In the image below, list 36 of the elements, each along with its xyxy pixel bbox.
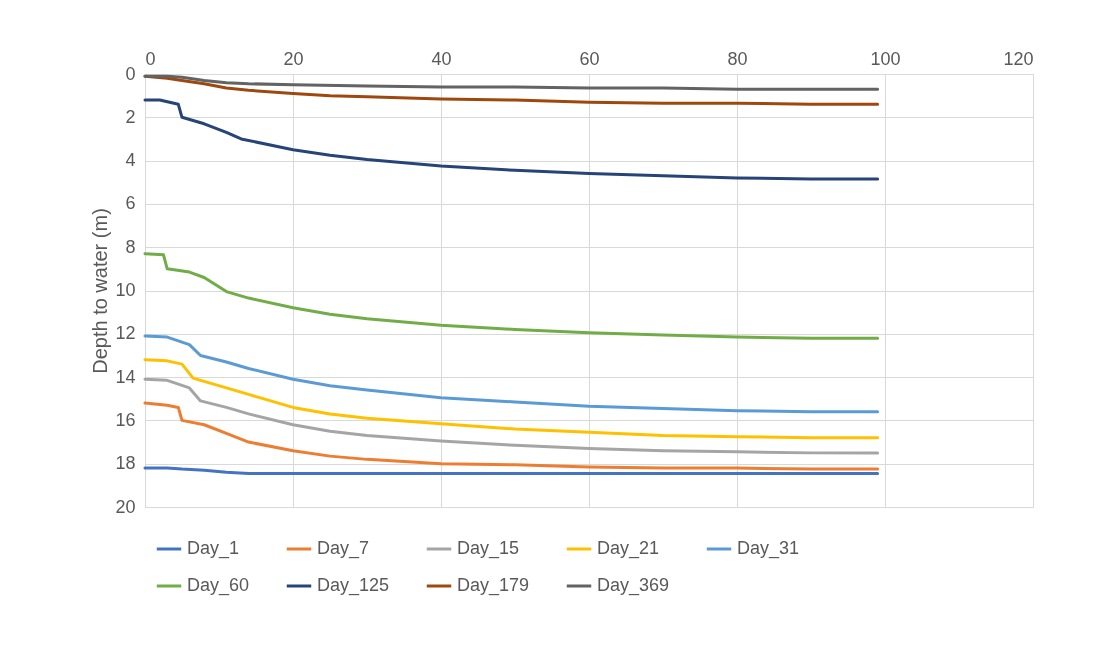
line-series [143,74,880,91]
legend-label: Day_369 [597,575,670,596]
legend-label: Day_7 [317,538,370,559]
x-tick-label: 0 [145,48,156,69]
y-tick-label: 8 [125,236,136,257]
y-tick-label: 18 [115,453,136,474]
y-tick-label: 10 [115,280,136,300]
y-tick-label: 4 [125,150,136,171]
legend-label: Day_15 [457,538,520,559]
y-tick-label: 0 [125,63,136,84]
y-tick-label: 2 [125,106,136,127]
line-series [143,252,880,340]
y-tick-label: 6 [125,193,136,214]
line-series [143,334,880,414]
line-series [143,377,880,455]
legend-label: Day_60 [187,575,250,596]
x-tick-label: 80 [727,48,748,69]
legend-label: Day_1 [187,538,240,559]
y-tick-label: 20 [115,496,136,517]
x-tick-label: 20 [283,48,304,69]
x-tick-label: 60 [579,48,600,69]
y-axis-title: Depth to water (m) [89,208,112,374]
y-tick-label: 16 [115,409,136,430]
line-series [143,74,880,106]
y-tick-label: 14 [115,366,136,387]
y-tick-label: 12 [115,323,136,344]
line-series [143,98,880,181]
legend-label: Day_31 [737,538,800,559]
line-series [143,401,880,471]
legend-label: Day_21 [597,538,660,559]
legend-label: Day_125 [317,575,390,596]
x-tick-label: 120 [1003,48,1034,69]
line-series [143,358,880,440]
x-tick-label: 40 [431,48,452,69]
legend-label: Day_179 [457,575,530,596]
x-tick-label: 100 [870,48,901,69]
